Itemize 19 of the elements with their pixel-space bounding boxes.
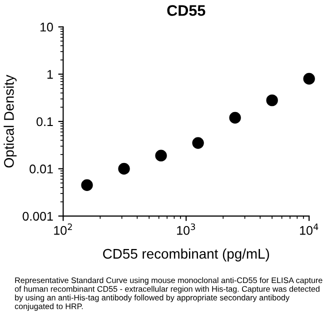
- y-tick-label: 10: [40, 22, 53, 32]
- x-axis-title: CD55 recombinant (pg/mL): [103, 248, 270, 262]
- point: [155, 150, 167, 162]
- y-tick-label: 0.001: [22, 212, 53, 221]
- x-tick-label: 10$^{4}$: [300, 224, 318, 235]
- y-axis-title: Optical Density: [4, 74, 17, 168]
- y-tick-label: 0.1: [36, 117, 53, 126]
- text: Representative Standard Curve using mouse monoclonal anti-CD55 for ELISA capture of human recombinant CD55 - extracellular region with His-tag. Capture was detected by using an anti-His-tag antibody followed by appropriate secondary antibody conjugated to HRP.: [14, 277, 322, 311]
- point: [118, 162, 130, 175]
- point: [303, 72, 315, 85]
- y-tick-label: 1: [47, 70, 53, 79]
- point: [81, 179, 93, 191]
- point: [266, 94, 278, 106]
- x-tick-label: 10$^{2}$: [54, 223, 72, 235]
- point: [192, 137, 204, 149]
- point: [229, 112, 241, 124]
- chart-title: CD55: [167, 5, 206, 16]
- y-tick-label: 0.01: [30, 164, 53, 174]
- x-tick-label: 10$^{3}$: [177, 223, 196, 235]
